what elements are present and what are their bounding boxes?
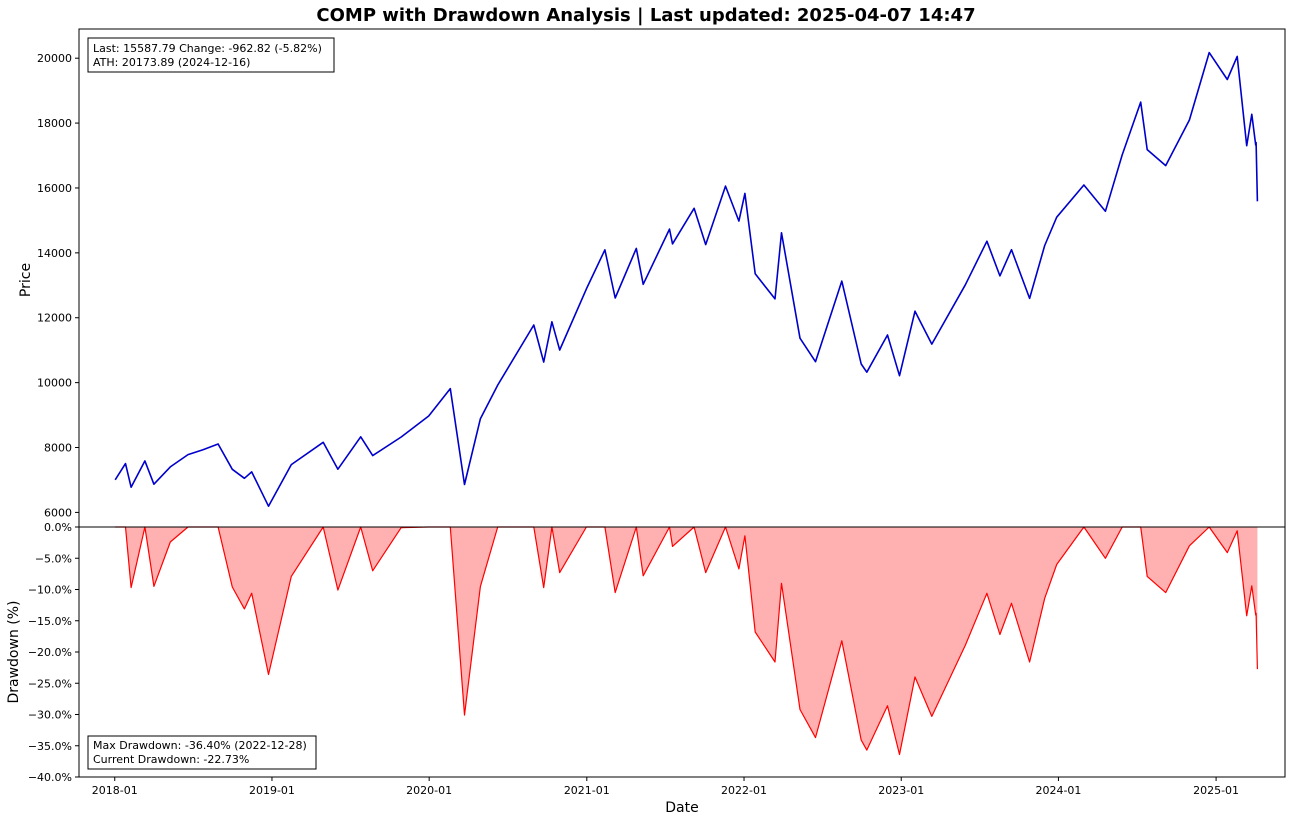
x-axis-label: Date <box>665 800 698 816</box>
price-y-axis-label: Price <box>18 263 34 297</box>
price-y-tick-label: 12000 <box>37 312 72 325</box>
drawdown-y-tick-label: −30.0% <box>28 709 72 722</box>
x-tick-label: 2025-01 <box>1193 784 1239 797</box>
drawdown-y-tick-label: −15.0% <box>28 615 72 628</box>
drawdown-annotation-line-1: Max Drawdown: -36.40% (2022-12-28) <box>93 739 307 752</box>
price-panel: 6000 8000 10000 12000 14000 16000 18000 20000 L… <box>18 28 1286 528</box>
x-tick-label: 2024-01 <box>1035 784 1081 797</box>
x-tick-label: 2018-01 <box>92 784 138 797</box>
price-y-tick-label: 10000 <box>37 377 72 390</box>
drawdown-y-tick-label: −25.0% <box>28 677 72 690</box>
drawdown-y-tick-label: −40.0% <box>28 771 72 784</box>
price-plot-frame <box>78 28 1286 528</box>
drawdown-y-tick-label: −10.0% <box>28 584 72 597</box>
price-annotation-box: Last: 15587.79 Change: -962.82 (-5.82%) … <box>87 37 335 73</box>
price-y-axis: 6000 8000 10000 12000 14000 16000 18000 20000 <box>37 52 79 519</box>
drawdown-y-tick-label: 0.0% <box>44 521 72 534</box>
price-y-tick-label: 6000 <box>44 506 72 519</box>
chart-title: COMP with Drawdown Analysis | Last updat… <box>316 5 975 26</box>
drawdown-panel: 0.0% −5.0% −10.0% −15.0% −20.0% −25.0% −30.0% −… <box>6 521 1286 816</box>
price-annotation-line-1: Last: 15587.79 Change: -962.82 (-5.82%) <box>93 42 322 55</box>
x-tick-label: 2020-01 <box>406 784 452 797</box>
drawdown-annotation-line-2: Current Drawdown: -22.73% <box>93 753 249 766</box>
drawdown-y-tick-label: −20.0% <box>28 646 72 659</box>
x-tick-label: 2023-01 <box>878 784 924 797</box>
drawdown-annotation-frame <box>87 735 317 770</box>
drawdown-y-tick-label: −35.0% <box>28 740 72 753</box>
price-y-tick-label: 8000 <box>44 442 72 455</box>
drawdown-series-line <box>115 526 1258 756</box>
drawdown-annotation-box: Max Drawdown: -36.40% (2022-12-28) Curre… <box>87 735 317 770</box>
drawdown-y-axis: 0.0% −5.0% −10.0% −15.0% −20.0% −25.0% −30.0% −… <box>28 521 79 784</box>
drawdown-y-tick-label: −5.0% <box>35 552 72 565</box>
price-y-tick-label: 20000 <box>37 52 72 65</box>
price-y-tick-label: 16000 <box>37 182 72 195</box>
x-tick-label: 2021-01 <box>564 784 610 797</box>
price-series-line <box>114 51 1259 507</box>
drawdown-y-axis-label: Drawdown (%) <box>6 600 22 703</box>
price-annotation-line-2: ATH: 20173.89 (2024-12-16) <box>93 56 250 69</box>
x-axis: 2018-01 2019-01 2020-01 2021-01 2022-01 2023-… <box>92 777 1239 797</box>
drawdown-area <box>115 527 1258 755</box>
x-tick-label: 2019-01 <box>249 784 295 797</box>
price-y-tick-label: 18000 <box>37 117 72 130</box>
price-y-tick-label: 14000 <box>37 247 72 260</box>
price-annotation-frame <box>87 37 335 73</box>
x-tick-label: 2022-01 <box>721 784 767 797</box>
